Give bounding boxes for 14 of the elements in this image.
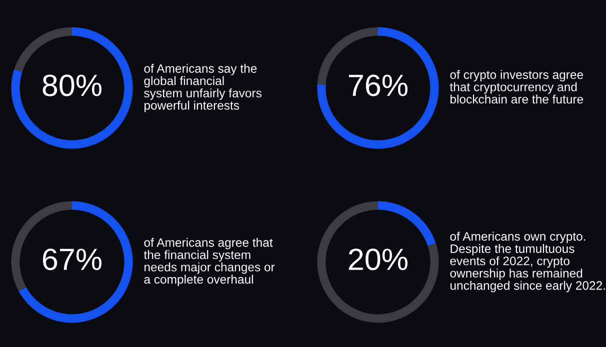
donut-slice bbox=[11, 27, 133, 149]
donut-slice bbox=[317, 201, 439, 323]
text: of Americans own crypto. Despite the tumultuous events of 2022, crypto ownership has remained unchanged since early 2022. bbox=[450, 232, 605, 292]
text: of Americans agree that the financial system needs major changes or a complete overhaul bbox=[144, 238, 275, 286]
donut-slice bbox=[18, 201, 133, 323]
donut-slice bbox=[14, 27, 72, 72]
donut-slice bbox=[317, 27, 439, 149]
data-label: 20% bbox=[348, 248, 408, 270]
text: of crypto investors agree that cryptocurrency and blockchain are the future bbox=[450, 70, 584, 104]
text: of Americans say the global financial system unfairly favors powerful interests bbox=[144, 64, 262, 112]
data-label: 80% bbox=[42, 74, 102, 96]
data-label: 67% bbox=[42, 248, 102, 270]
data-label: 76% bbox=[348, 74, 408, 96]
donut-slice bbox=[378, 201, 436, 246]
